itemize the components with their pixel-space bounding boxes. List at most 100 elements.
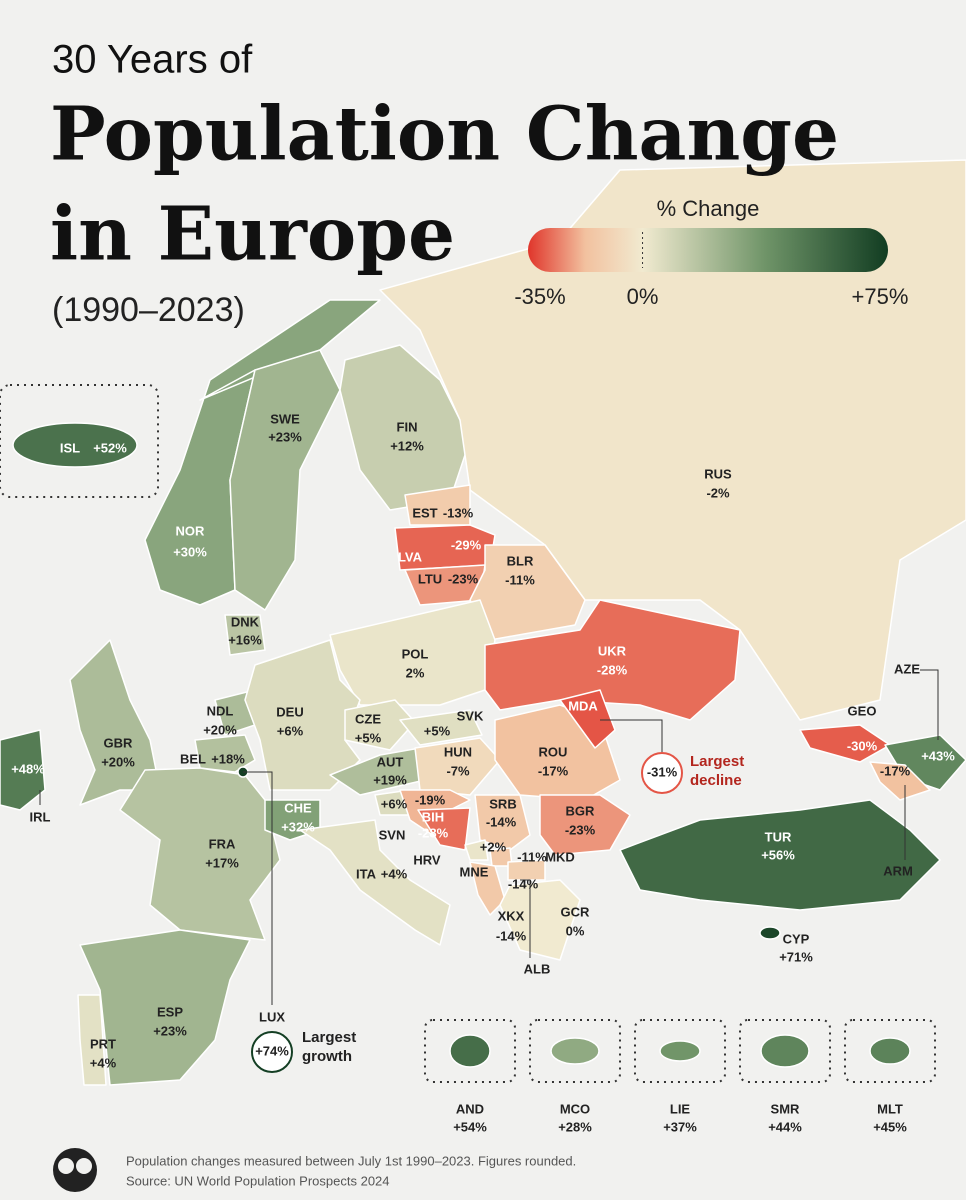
country xyxy=(399,709,483,746)
country-code: NOR xyxy=(176,523,206,538)
country-value: +52% xyxy=(93,440,127,455)
country-value: -23% xyxy=(565,822,596,837)
country xyxy=(449,1034,491,1068)
country-code: CYP xyxy=(783,931,810,946)
country-value: +6% xyxy=(277,723,304,738)
leader-lines xyxy=(39,669,939,1005)
country-value: -29% xyxy=(451,537,482,552)
country-value: +37% xyxy=(663,1119,697,1134)
country-value: +32% xyxy=(281,819,315,834)
callout-text: Largest xyxy=(302,1029,356,1046)
callout-circle xyxy=(641,752,683,794)
legend-label: +75% xyxy=(852,284,909,309)
country-code: UKR xyxy=(598,643,627,658)
country-value: +44% xyxy=(768,1119,802,1134)
country-value: +28% xyxy=(558,1119,592,1134)
country-code: DNK xyxy=(231,614,260,629)
country xyxy=(79,929,251,1086)
country-code: NDL xyxy=(207,703,234,718)
country-value: -14% xyxy=(508,876,539,891)
country-code: MNE xyxy=(460,864,489,879)
source: Source: UN World Population Prospects 20… xyxy=(126,1173,390,1188)
country-value: +2% xyxy=(480,839,507,854)
country-value: +5% xyxy=(355,730,382,745)
country-code: ITA xyxy=(356,866,377,881)
country-code: SWE xyxy=(270,411,300,426)
callout-text: growth xyxy=(302,1048,352,1065)
country-value: +12% xyxy=(390,438,424,453)
inset-frame xyxy=(634,1019,726,1083)
country xyxy=(539,794,631,856)
country-value: +23% xyxy=(268,429,302,444)
country-code: ARM xyxy=(883,863,913,878)
country-value: -30% xyxy=(847,738,878,753)
country-value: +20% xyxy=(203,722,237,737)
country-value: -11% xyxy=(505,572,535,587)
country-value: -23% xyxy=(448,571,479,586)
country-value: +4% xyxy=(381,866,408,881)
country-code: AZE xyxy=(894,661,920,676)
country-code: GBR xyxy=(104,735,134,750)
country-value: -2% xyxy=(706,485,730,500)
country-code: LIE xyxy=(670,1101,691,1116)
country-value: -19% xyxy=(415,792,446,807)
country-value: -31% xyxy=(647,764,678,779)
country-code: MKD xyxy=(545,849,575,864)
logo-mark xyxy=(76,1158,92,1174)
country-value: +48% xyxy=(11,761,45,776)
country xyxy=(229,349,341,611)
logo xyxy=(53,1148,97,1192)
country xyxy=(12,422,138,468)
country-code: PRT xyxy=(90,1036,116,1051)
country xyxy=(469,861,506,916)
country-value: +17% xyxy=(205,855,239,870)
country-code: HRV xyxy=(413,852,441,867)
callout-text: decline xyxy=(690,772,742,789)
country xyxy=(417,807,471,851)
period: (1990–2023) xyxy=(52,291,245,329)
country-value: -11% xyxy=(517,849,547,864)
country-value: -7% xyxy=(446,763,470,778)
country-code: SVK xyxy=(457,708,484,723)
labels: ISL +52% NOR +30% SWE +23% FIN +12% RUS -2% EST -13… xyxy=(11,411,955,1134)
country-value: 2% xyxy=(406,665,425,680)
country xyxy=(194,734,256,773)
country-code: ROU xyxy=(539,744,568,759)
country xyxy=(344,699,416,751)
country-value: +23% xyxy=(153,1023,187,1038)
country-value: -28% xyxy=(418,825,449,840)
country-code: EST xyxy=(412,505,437,520)
country xyxy=(329,599,496,706)
inset-frame xyxy=(529,1019,621,1083)
country-code: ISL xyxy=(60,440,80,455)
country-value: +5% xyxy=(424,723,451,738)
country xyxy=(464,839,489,861)
country-code: MLT xyxy=(877,1101,903,1116)
country xyxy=(760,1034,810,1068)
country-code: GEO xyxy=(848,703,877,718)
country-code: IRL xyxy=(30,809,51,824)
country-value: -13% xyxy=(443,505,474,520)
country-code: CZE xyxy=(355,711,381,726)
country xyxy=(550,1037,600,1065)
country-code: ESP xyxy=(157,1004,183,1019)
country xyxy=(559,689,616,749)
country-code: SRB xyxy=(489,796,516,811)
country xyxy=(224,614,266,656)
country-value: +45% xyxy=(873,1119,907,1134)
legend-title: % Change xyxy=(657,196,760,221)
country xyxy=(484,599,741,721)
country xyxy=(299,819,451,946)
country-code: BEL xyxy=(180,751,206,766)
country-value: +6% xyxy=(381,796,408,811)
country-code: BGR xyxy=(566,803,596,818)
country-code: XKX xyxy=(498,908,525,923)
title: in Europe xyxy=(50,192,455,278)
country-value: +74% xyxy=(255,1043,289,1058)
inset-frame xyxy=(0,384,159,498)
country-code: SMR xyxy=(771,1101,801,1116)
country xyxy=(474,794,531,851)
leader-line xyxy=(600,719,663,752)
country-value: +20% xyxy=(101,754,135,769)
inset-frame xyxy=(424,1019,516,1083)
